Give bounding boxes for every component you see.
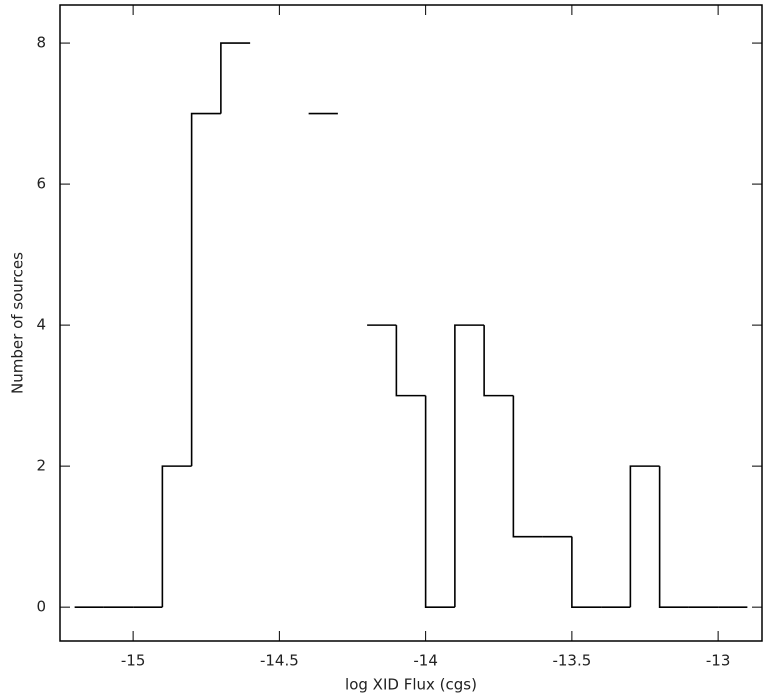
histogram-step <box>190 112 221 467</box>
y-tick-label: 2 <box>36 457 46 475</box>
histogram-step <box>483 325 514 397</box>
histogram-step <box>454 324 485 608</box>
plot-frame <box>59 4 763 642</box>
histogram-step <box>395 325 426 397</box>
histogram-step <box>629 465 660 608</box>
histogram-step <box>161 465 192 608</box>
x-tick-label: -14.5 <box>260 652 299 670</box>
y-tick-label: 4 <box>36 316 46 334</box>
x-tick-label: -13.5 <box>552 652 591 670</box>
y-tick-label: 0 <box>36 598 46 616</box>
x-axis-label: log XID Flux (cgs) <box>345 676 477 694</box>
x-tick-label: -13 <box>706 652 731 670</box>
x-tick-label: -15 <box>121 652 146 670</box>
y-tick-label: 8 <box>36 34 46 52</box>
histogram-step <box>512 395 543 538</box>
histogram-step <box>658 466 689 608</box>
y-axis-label: Number of sources <box>9 252 27 394</box>
histogram-step <box>424 395 455 608</box>
histogram-step <box>571 536 602 608</box>
y-tick-label: 6 <box>36 175 46 193</box>
x-tick-label: -14 <box>413 652 438 670</box>
histogram-step <box>220 42 251 114</box>
